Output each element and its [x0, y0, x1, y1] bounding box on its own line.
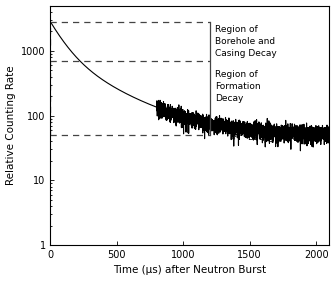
Text: Region of
Formation
Decay: Region of Formation Decay — [215, 70, 261, 103]
X-axis label: Time (μs) after Neutron Burst: Time (μs) after Neutron Burst — [113, 266, 267, 275]
Y-axis label: Relative Counting Rate: Relative Counting Rate — [6, 65, 15, 185]
Text: Background: Background — [232, 133, 301, 142]
Text: Region of
Borehole and
Casing Decay: Region of Borehole and Casing Decay — [215, 25, 277, 58]
